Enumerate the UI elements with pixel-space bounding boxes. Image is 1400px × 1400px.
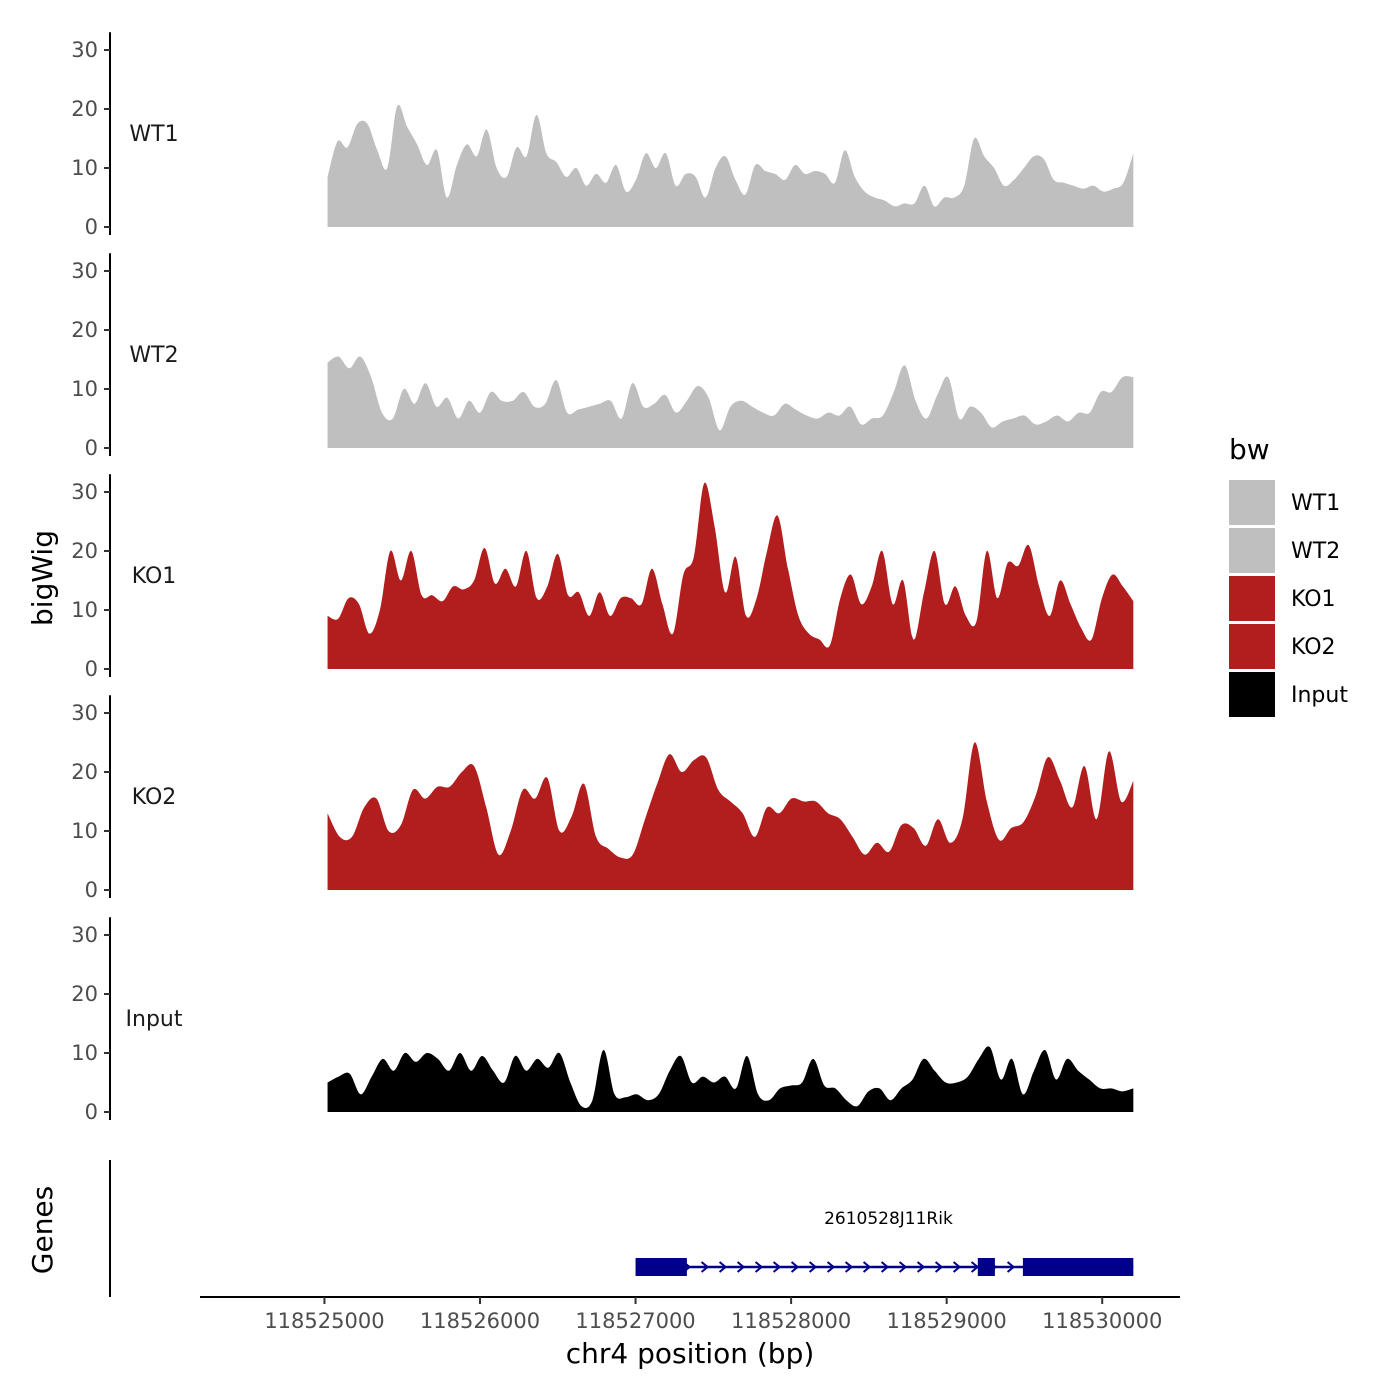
gene-name-label: 2610528J11Rik — [824, 1209, 953, 1229]
strand-arrow — [844, 1261, 854, 1273]
y-tick-label: 30 — [71, 701, 98, 725]
track-panels: 0 10 20 30 WT1 0 10 20 30 WT2 0 10 20 30 KO1 0 10 20 30 KO2… — [71, 32, 1134, 1124]
legend-key-ko2 — [1229, 624, 1275, 669]
y-tick-label: 0 — [85, 1100, 98, 1124]
strand-arrow — [1006, 1261, 1016, 1273]
y-tick-label: 20 — [71, 760, 98, 784]
strand-arrow — [754, 1261, 764, 1273]
y-tick-label: 30 — [71, 259, 98, 283]
signal-area-ko1 — [327, 482, 1134, 669]
signal-area-ko2 — [327, 742, 1134, 890]
y-tick-label: 0 — [85, 215, 98, 239]
strand-arrow — [934, 1261, 944, 1273]
strand-arrow — [826, 1261, 836, 1273]
strand-arrow — [952, 1261, 962, 1273]
gene-exon — [635, 1258, 687, 1276]
legend-key-wt2 — [1229, 528, 1275, 573]
legend-label-wt1: WT1 — [1291, 491, 1340, 516]
y-tick-label: 10 — [71, 156, 98, 180]
y-tick-label: 20 — [71, 97, 98, 121]
strand-arrow — [862, 1261, 872, 1273]
gene-exon — [977, 1258, 995, 1276]
strand-arrow — [772, 1261, 782, 1273]
y-tick-label: 10 — [71, 819, 98, 843]
genes-axis-title: Genes — [26, 1186, 59, 1274]
y-tick-label: 0 — [85, 436, 98, 460]
strand-arrow — [808, 1261, 818, 1273]
y-tick-label: 30 — [71, 38, 98, 62]
track-panel-ko2: 0 10 20 30 KO2 — [71, 695, 1134, 902]
strand-arrow — [736, 1261, 746, 1273]
y-tick-label: 30 — [71, 480, 98, 504]
legend-label-wt2: WT2 — [1291, 539, 1340, 564]
track-panel-ko1: 0 10 20 30 KO1 — [71, 474, 1134, 681]
x-tick-label: 118530000 — [1042, 1309, 1162, 1333]
panel-label-wt2: WT2 — [129, 343, 178, 368]
signal-area-wt1 — [327, 104, 1134, 227]
strand-arrow — [880, 1261, 890, 1273]
y-tick-label: 0 — [85, 878, 98, 902]
y-axis-title: bigWig — [26, 530, 59, 626]
y-tick-label: 20 — [71, 318, 98, 342]
track-panel-input: 0 10 20 30 Input — [71, 917, 1134, 1124]
y-tick-label: 20 — [71, 982, 98, 1006]
track-panel-wt1: 0 10 20 30 WT1 — [71, 32, 1134, 239]
strand-arrow — [898, 1261, 908, 1273]
strand-arrow — [718, 1261, 728, 1273]
y-tick-label: 10 — [71, 1041, 98, 1065]
y-tick-label: 20 — [71, 539, 98, 563]
x-tick-label: 118529000 — [887, 1309, 1007, 1333]
panel-label-wt1: WT1 — [129, 122, 178, 147]
legend-title: bw — [1229, 433, 1270, 466]
signal-area-wt2 — [327, 356, 1134, 448]
x-tick-label: 118528000 — [731, 1309, 851, 1333]
y-tick-label: 30 — [71, 923, 98, 947]
strand-arrow — [916, 1261, 926, 1273]
legend-label-input: Input — [1291, 683, 1348, 708]
gene-exon — [1022, 1258, 1134, 1276]
legend-key-ko1 — [1229, 576, 1275, 621]
signal-area-input — [327, 1046, 1134, 1112]
panel-label-ko2: KO2 — [132, 785, 177, 810]
strand-arrow — [970, 1261, 980, 1273]
x-tick-label: 118525000 — [264, 1309, 384, 1333]
genes-panel: 2610528J11Rik — [109, 1160, 1134, 1297]
panel-label-input: Input — [126, 1007, 183, 1032]
strand-arrow — [700, 1261, 710, 1273]
legend-key-input — [1229, 672, 1275, 717]
x-tick-label: 118526000 — [420, 1309, 540, 1333]
legend-label-ko2: KO2 — [1291, 635, 1336, 660]
legend-key-wt1 — [1229, 480, 1275, 525]
x-tick-label: 118527000 — [575, 1309, 695, 1333]
y-tick-label: 0 — [85, 657, 98, 681]
y-tick-label: 10 — [71, 377, 98, 401]
x-axis-title: chr4 position (bp) — [566, 1337, 815, 1370]
legend-label-ko1: KO1 — [1291, 587, 1336, 612]
track-panel-wt2: 0 10 20 30 WT2 — [71, 253, 1134, 460]
legend: bw WT1 WT2 KO1 KO2 Input — [1229, 433, 1348, 717]
panel-label-ko1: KO1 — [132, 564, 177, 589]
y-tick-label: 10 — [71, 598, 98, 622]
strand-arrow — [790, 1261, 800, 1273]
x-axis: 118525000 118526000 118527000 118528000 1185… — [200, 1296, 1180, 1333]
